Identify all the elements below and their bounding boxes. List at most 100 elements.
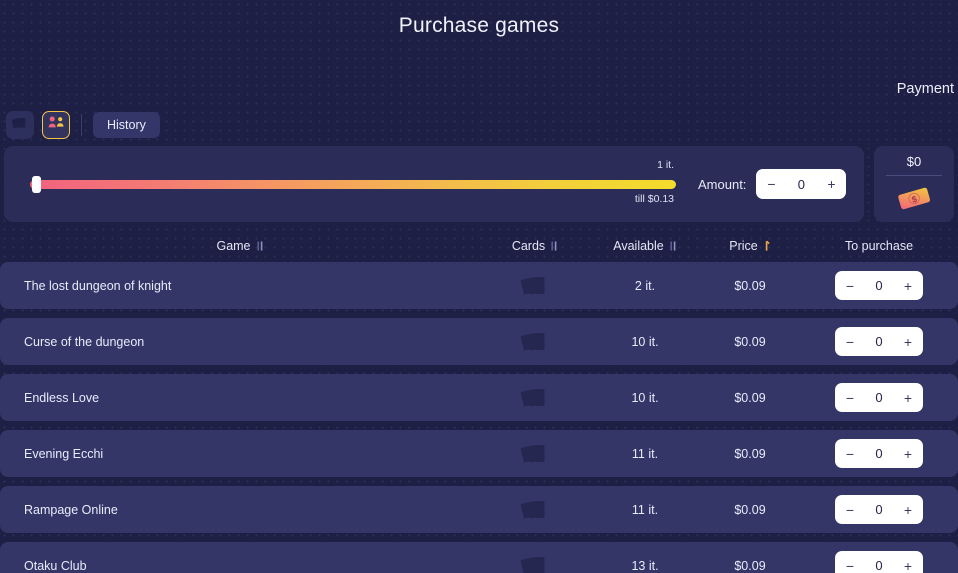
amount-control: Amount: − 0 + — [698, 169, 847, 199]
amount-value[interactable]: 0 — [797, 176, 806, 192]
cards-icon — [480, 554, 590, 573]
sort-icon[interactable] — [256, 240, 264, 252]
toolbar: History — [6, 111, 160, 139]
sort-icon[interactable] — [550, 240, 558, 252]
amount-stepper[interactable]: − 0 + — [756, 169, 847, 199]
svg-text:$: $ — [911, 194, 919, 205]
amount-decrement-button[interactable]: − — [767, 176, 776, 192]
table-header: Game Cards Available Price — [0, 236, 958, 256]
amount-label: Amount: — [698, 176, 747, 192]
users-icon — [48, 115, 65, 135]
cards-icon — [480, 330, 590, 354]
game-name: Curse of the dungeon — [24, 334, 145, 349]
slider-price-label: till $0.13 — [634, 192, 674, 205]
available-count: 10 it. — [631, 390, 659, 405]
purchase-increment-button[interactable]: + — [903, 501, 913, 518]
payment-section-label: Payment — [896, 81, 954, 97]
purchase-decrement-button[interactable]: − — [845, 333, 855, 350]
column-header-cards[interactable]: Cards — [480, 239, 590, 253]
game-name: Otaku Club — [24, 558, 87, 573]
purchase-value[interactable]: 0 — [875, 558, 883, 573]
purchase-increment-button[interactable]: + — [903, 557, 913, 573]
available-count: 11 it. — [631, 446, 659, 461]
cards-icon — [480, 386, 590, 410]
purchase-decrement-button[interactable]: − — [845, 277, 855, 294]
amount-increment-button[interactable]: + — [827, 176, 836, 192]
price-value: $0.09 — [734, 278, 766, 293]
payment-divider — [886, 175, 942, 176]
purchase-increment-button[interactable]: + — [903, 333, 913, 350]
column-header-price[interactable]: Price — [700, 239, 800, 253]
table-row[interactable]: Curse of the dungeon 10 it. $0.09 − 0 + — [0, 318, 958, 365]
purchase-increment-button[interactable]: + — [903, 277, 913, 294]
purchase-decrement-button[interactable]: − — [845, 445, 855, 462]
table-row[interactable]: Endless Love 10 it. $0.09 − 0 + — [0, 374, 958, 421]
purchase-stepper-cell: − 0 + — [800, 495, 958, 524]
purchase-decrement-button[interactable]: − — [845, 557, 855, 573]
purchase-stepper[interactable]: − 0 + — [835, 551, 923, 573]
purchase-stepper[interactable]: − 0 + — [835, 271, 923, 300]
table-row[interactable]: Rampage Online 11 it. $0.09 − 0 + — [0, 486, 958, 533]
games-table-body: The lost dungeon of knight 2 it. $0.09 −… — [0, 262, 958, 573]
table-row[interactable]: Evening Ecchi 11 it. $0.09 − 0 + — [0, 430, 958, 477]
column-header-available-label: Available — [613, 239, 664, 253]
available-count: 2 it. — [634, 278, 656, 293]
slider-track[interactable] — [30, 175, 676, 193]
sort-ascending-icon[interactable] — [763, 240, 771, 252]
sort-icon[interactable] — [669, 240, 677, 252]
purchase-stepper-cell: − 0 + — [800, 327, 958, 356]
cards-icon — [480, 442, 590, 466]
purchase-stepper-cell: − 0 + — [800, 271, 958, 300]
available-count: 10 it. — [631, 334, 659, 349]
purchase-stepper[interactable]: − 0 + — [835, 383, 923, 412]
purchase-stepper-cell: − 0 + — [800, 383, 958, 412]
cards-icon — [11, 116, 28, 135]
available-count: 11 it. — [631, 502, 659, 517]
purchase-value[interactable]: 0 — [875, 278, 883, 293]
game-name: The lost dungeon of knight — [24, 278, 172, 293]
slider-handle[interactable] — [32, 175, 41, 193]
purchase-stepper[interactable]: − 0 + — [835, 327, 923, 356]
users-filter-button[interactable] — [42, 111, 70, 139]
column-header-game[interactable]: Game — [0, 239, 480, 253]
purchase-decrement-button[interactable]: − — [845, 389, 855, 406]
purchase-value[interactable]: 0 — [875, 334, 883, 349]
table-row[interactable]: The lost dungeon of knight 2 it. $0.09 −… — [0, 262, 958, 309]
price-value: $0.09 — [734, 390, 766, 405]
purchase-decrement-button[interactable]: − — [845, 501, 855, 518]
purchase-value[interactable]: 0 — [875, 446, 883, 461]
cards-filter-button[interactable] — [6, 111, 34, 139]
game-name: Endless Love — [24, 390, 100, 405]
column-header-to-purchase: To purchase — [800, 239, 958, 253]
purchase-increment-button[interactable]: + — [903, 389, 913, 406]
toolbar-divider — [81, 114, 82, 136]
available-count: 13 it. — [631, 558, 659, 573]
purchase-stepper-cell: − 0 + — [800, 551, 958, 573]
cards-icon — [480, 498, 590, 522]
price-slider[interactable]: 1 it. till $0.13 — [30, 159, 676, 205]
slider-quantity-label: 1 it. — [657, 158, 674, 171]
purchase-stepper[interactable]: − 0 + — [835, 495, 923, 524]
purchase-value[interactable]: 0 — [875, 390, 883, 405]
column-header-game-label: Game — [216, 239, 251, 253]
page-title: Purchase games — [398, 14, 560, 37]
purchase-value[interactable]: 0 — [875, 502, 883, 517]
cards-icon — [480, 274, 590, 298]
column-header-available[interactable]: Available — [590, 239, 700, 253]
column-header-cards-label: Cards — [511, 239, 546, 253]
purchase-stepper[interactable]: − 0 + — [835, 439, 923, 468]
payment-total-value: $0 — [906, 154, 922, 169]
game-name: Rampage Online — [24, 502, 118, 517]
table-row[interactable]: Otaku Club 13 it. $0.09 − 0 + — [0, 542, 958, 573]
game-name: Evening Ecchi — [24, 446, 104, 461]
money-icon[interactable]: $ — [894, 183, 934, 218]
price-value: $0.09 — [734, 502, 766, 517]
history-button[interactable]: History — [93, 112, 160, 138]
column-header-price-label: Price — [729, 239, 758, 253]
purchase-increment-button[interactable]: + — [903, 445, 913, 462]
price-value: $0.09 — [734, 558, 766, 573]
column-header-to-purchase-label: To purchase — [844, 239, 914, 253]
purchase-stepper-cell: − 0 + — [800, 439, 958, 468]
price-value: $0.09 — [734, 334, 766, 349]
bulk-purchase-panel: 1 it. till $0.13 Amount: − 0 + — [4, 146, 864, 222]
